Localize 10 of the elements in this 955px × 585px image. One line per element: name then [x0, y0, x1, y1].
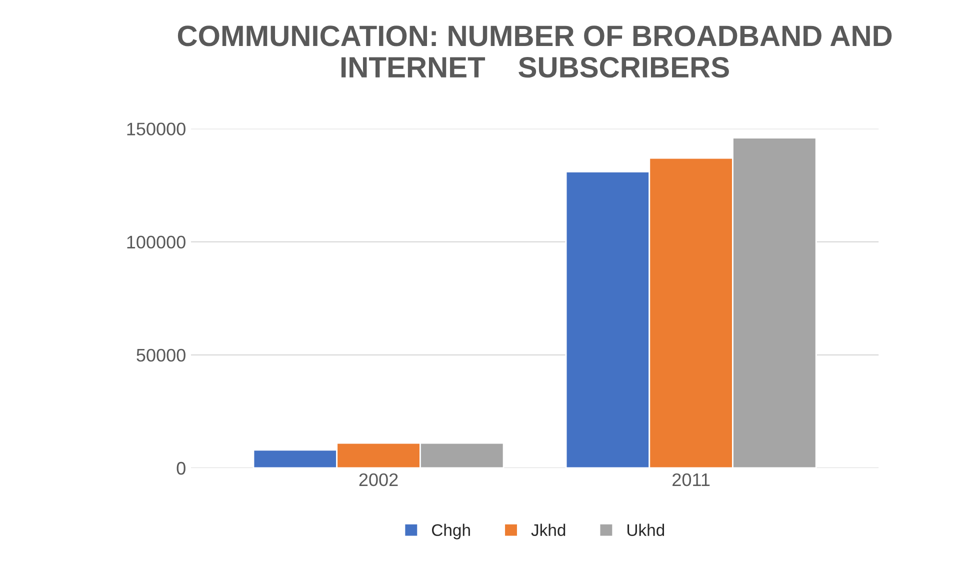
legend-label: Chgh [432, 524, 470, 540]
legend-label: Jkhd [531, 524, 566, 536]
x-tick-label: 2002 [359, 473, 398, 486]
y-tick-label: 0 [176, 462, 186, 475]
legend-label: Ukhd [627, 524, 664, 536]
chart-title: COMMUNICATION: NUMBER OF BROADBAND AND INTERNET SUBSCRIBERS [178, 26, 892, 78]
y-tick-label: 50000 [136, 348, 186, 362]
x-tick-label: 2011 [672, 473, 710, 486]
y-tick-label: 150000 [127, 122, 186, 136]
y-tick-label: 100000 [127, 236, 186, 249]
